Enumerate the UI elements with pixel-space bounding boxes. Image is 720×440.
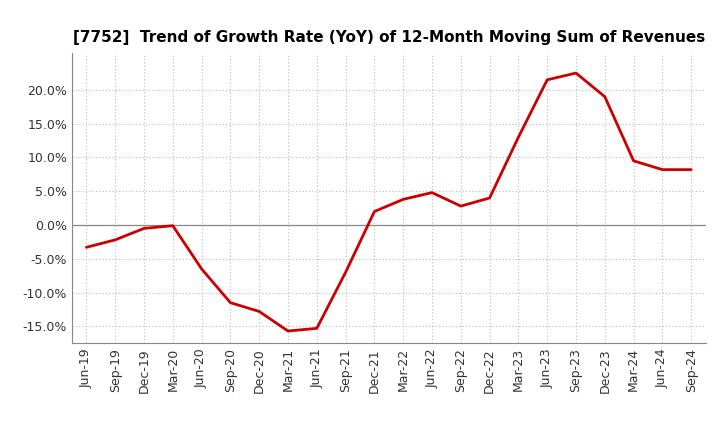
Title: [7752]  Trend of Growth Rate (YoY) of 12-Month Moving Sum of Revenues: [7752] Trend of Growth Rate (YoY) of 12-…	[73, 29, 705, 45]
